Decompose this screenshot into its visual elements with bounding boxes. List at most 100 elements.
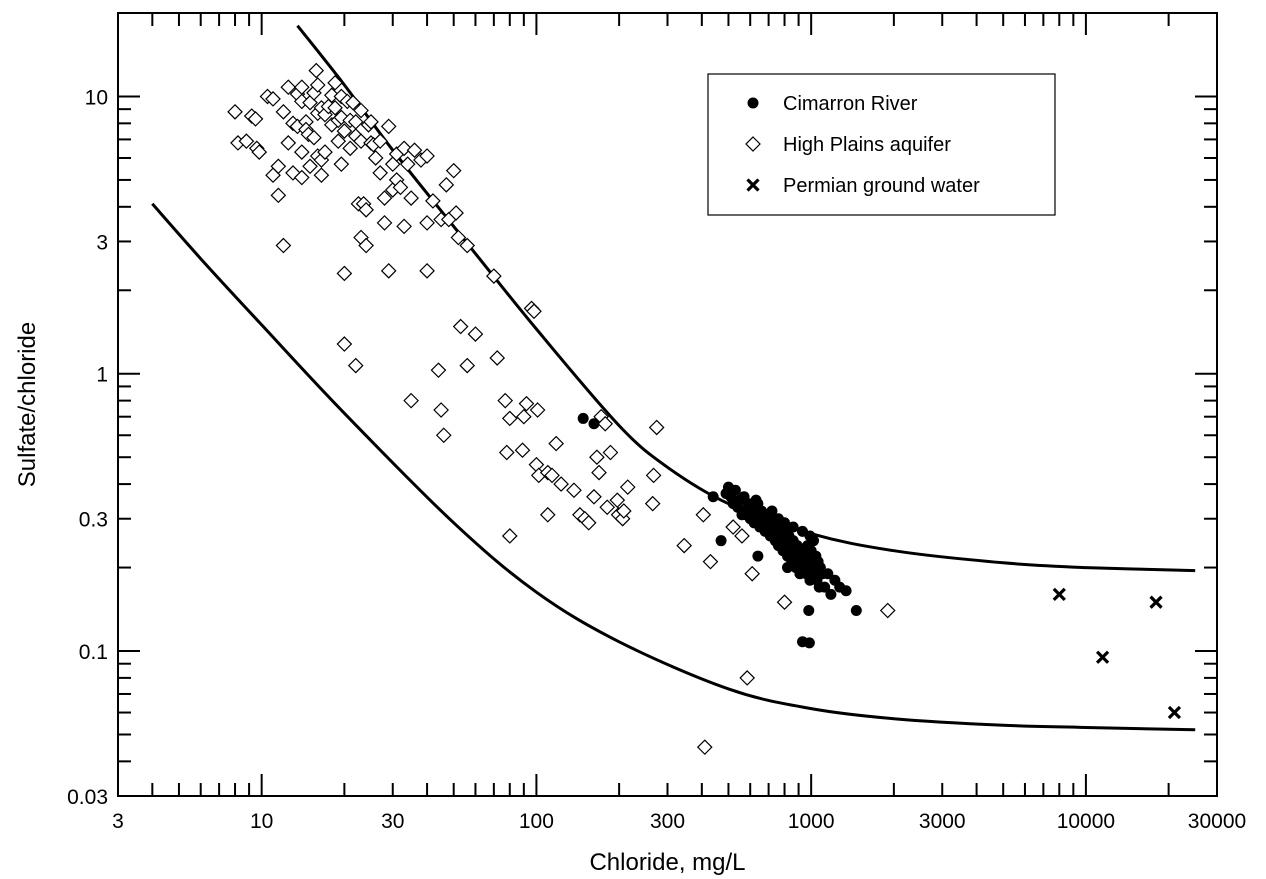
- legend-marker: [745, 136, 761, 152]
- point-cimarron-river: [752, 498, 764, 510]
- point-high-plains-aquifer: [317, 144, 333, 160]
- point-high-plains-aquifer: [353, 133, 369, 149]
- y-tick-label: 3: [96, 231, 108, 254]
- point-high-plains-aquifer: [586, 488, 602, 505]
- point-cimarron-river: [781, 562, 793, 574]
- point-high-plains-aquifer: [648, 419, 665, 436]
- point-high-plains-aquifer: [293, 144, 310, 160]
- point-high-plains-aquifer: [467, 326, 484, 342]
- y-tick-label: 0.03: [67, 786, 108, 809]
- point-high-plains-aquifer: [347, 357, 364, 374]
- point-high-plains-aquifer: [445, 162, 462, 179]
- point-high-plains-aquifer: [342, 140, 359, 157]
- x-tick-label: 30000: [1188, 810, 1246, 833]
- point-high-plains-aquifer: [353, 102, 369, 119]
- point-high-plains-aquifer: [433, 402, 449, 418]
- x-tick-label: 10: [250, 810, 273, 833]
- point-high-plains-aquifer: [589, 449, 605, 466]
- point-high-plains-aquifer: [302, 158, 318, 175]
- x-tick-label: 100: [519, 810, 554, 833]
- point-high-plains-aquifer: [544, 467, 560, 484]
- point-cimarron-river: [825, 588, 837, 600]
- point-high-plains-aquifer: [644, 495, 661, 512]
- point-high-plains-aquifer: [448, 205, 464, 221]
- point-high-plains-aquifer: [501, 410, 518, 427]
- point-high-plains-aquifer: [376, 215, 393, 231]
- point-cimarron-river: [707, 491, 719, 503]
- point-high-plains-aquifer: [614, 510, 631, 527]
- point-high-plains-aquifer: [380, 118, 397, 135]
- point-cimarron-river: [840, 585, 852, 597]
- point-high-plains-aquifer: [270, 158, 287, 175]
- series-permian-ground-water: [1052, 587, 1182, 720]
- point-high-plains-aquifer: [336, 123, 353, 139]
- point-high-plains-aquifer: [702, 553, 719, 570]
- legend-label: Cimarron River: [783, 93, 918, 115]
- point-high-plains-aquifer: [615, 503, 632, 519]
- y-tick-label: 1: [96, 364, 108, 387]
- point-high-plains-aquifer: [497, 392, 514, 409]
- point-high-plains-aquifer: [308, 62, 325, 79]
- point-cimarron-river: [850, 605, 862, 617]
- point-high-plains-aquifer: [367, 150, 384, 166]
- point-high-plains-aquifer: [306, 129, 322, 146]
- x-tick-label: 3: [112, 810, 124, 833]
- point-high-plains-aquifer: [247, 111, 264, 127]
- point-high-plains-aquifer: [309, 77, 326, 93]
- point-high-plains-aquifer: [372, 165, 389, 181]
- point-cimarron-river: [804, 530, 816, 542]
- point-high-plains-aquifer: [251, 144, 268, 160]
- point-permian-ground-water: [1149, 595, 1163, 609]
- point-high-plains-aquifer: [459, 237, 476, 254]
- point-cimarron-river: [736, 509, 748, 521]
- point-high-plains-aquifer: [419, 215, 435, 231]
- point-high-plains-aquifer: [548, 435, 565, 452]
- point-high-plains-aquifer: [376, 190, 393, 206]
- point-high-plains-aquifer: [403, 190, 419, 206]
- x-tick-label: 10000: [1057, 810, 1115, 833]
- axis-ticks: [117, 12, 1218, 797]
- point-cimarron-river: [588, 418, 600, 430]
- point-high-plains-aquifer: [330, 133, 347, 149]
- point-cimarron-river: [715, 535, 727, 547]
- point-high-plains-aquifer: [358, 237, 374, 254]
- point-high-plains-aquifer: [580, 514, 597, 531]
- point-high-plains-aquifer: [879, 602, 896, 619]
- point-high-plains-aquifer: [734, 528, 750, 544]
- point-high-plains-aquifer: [336, 336, 353, 352]
- y-tick-label: 0.3: [79, 509, 108, 532]
- point-high-plains-aquifer: [619, 479, 636, 495]
- point-high-plains-aquifer: [529, 402, 546, 418]
- point-high-plains-aquifer: [602, 444, 619, 461]
- legend-marker: [747, 97, 759, 109]
- point-permian-ground-water: [1167, 705, 1182, 720]
- point-cimarron-river: [577, 412, 589, 424]
- point-high-plains-aquifer: [489, 350, 506, 366]
- point-high-plains-aquifer: [270, 187, 287, 204]
- point-high-plains-aquifer: [425, 193, 441, 209]
- point-high-plains-aquifer: [739, 670, 756, 686]
- point-high-plains-aquifer: [515, 408, 532, 425]
- point-high-plains-aquifer: [380, 263, 397, 279]
- y-tick-label: 0.1: [79, 641, 108, 664]
- y-tick-label: 10: [85, 86, 108, 109]
- point-high-plains-aquifer: [419, 148, 435, 164]
- point-high-plains-aquifer: [776, 594, 793, 611]
- point-permian-ground-water: [1052, 587, 1066, 602]
- point-high-plains-aquifer: [539, 506, 556, 523]
- point-cimarron-river: [803, 637, 815, 649]
- point-high-plains-aquifer: [336, 265, 353, 282]
- point-high-plains-aquifer: [518, 395, 535, 412]
- point-high-plains-aquifer: [265, 91, 281, 107]
- point-high-plains-aquifer: [403, 392, 419, 409]
- legend-box: [707, 73, 1056, 216]
- point-cimarron-river: [819, 581, 831, 593]
- point-high-plains-aquifer: [459, 357, 476, 374]
- point-cimarron-river: [822, 568, 834, 580]
- point-high-plains-aquifer: [399, 156, 416, 173]
- point-high-plains-aquifer: [514, 442, 531, 459]
- legend: Cimarron River High Plains aquifer Permian…: [707, 73, 1056, 216]
- point-high-plains-aquifer: [280, 79, 297, 96]
